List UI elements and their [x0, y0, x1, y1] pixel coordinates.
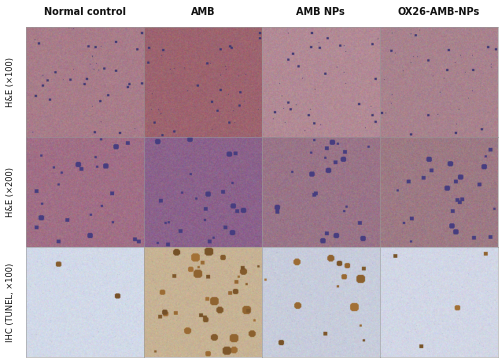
Text: H&E (×100): H&E (×100): [6, 57, 15, 107]
Text: AMB NPs: AMB NPs: [296, 7, 345, 17]
Text: OX26-AMB-NPs: OX26-AMB-NPs: [398, 7, 479, 17]
Text: IHC (TUNEL, ×100): IHC (TUNEL, ×100): [6, 262, 15, 342]
Text: AMB: AMB: [190, 7, 215, 17]
Text: H&E (×200): H&E (×200): [6, 167, 15, 217]
Text: Normal control: Normal control: [44, 7, 126, 17]
